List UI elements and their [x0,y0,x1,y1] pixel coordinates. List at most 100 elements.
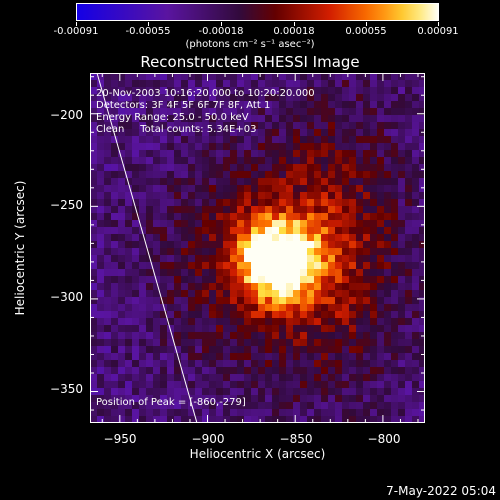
heatmap-cell [244,87,251,94]
heatmap-cell [146,395,153,402]
heatmap-cell [335,157,342,164]
heatmap-cell [342,311,349,318]
heatmap-cell [153,346,160,353]
heatmap-cell [118,213,125,220]
heatmap-cell [230,101,237,108]
heatmap-cell [293,339,300,346]
heatmap-cell [216,388,223,395]
heatmap-cell [349,101,356,108]
heatmap-cell [125,311,132,318]
heatmap-cell [265,143,272,150]
heatmap-cell [167,227,174,234]
heatmap-cell [230,360,237,367]
heatmap-cell [188,227,195,234]
heatmap-cell [230,374,237,381]
heatmap-cell [363,304,370,311]
heatmap-cell [216,129,223,136]
heatmap-cell [251,227,258,234]
heatmap-cell [237,136,244,143]
heatmap-cell [314,353,321,360]
heatmap-cell [153,143,160,150]
heatmap-cell [216,122,223,129]
heatmap-cell [258,409,265,416]
heatmap-cell [356,360,363,367]
heatmap-cell [104,234,111,241]
heatmap-cell [118,115,125,122]
heatmap-cell [146,402,153,409]
heatmap-cell [412,388,419,395]
heatmap-cell [251,234,258,241]
heatmap-cell [160,360,167,367]
heatmap-cell [223,234,230,241]
heatmap-cell [398,304,405,311]
heatmap-cell [139,115,146,122]
heatmap-cell [272,94,279,101]
heatmap-cell [384,101,391,108]
heatmap-cell [244,178,251,185]
heatmap-cell [244,157,251,164]
heatmap-cell [314,290,321,297]
heatmap-cell [265,332,272,339]
heatmap-cell [97,381,104,388]
heatmap-cell [377,178,384,185]
heatmap-cell [97,360,104,367]
heatmap-cell [244,108,251,115]
heatmap-cell [286,325,293,332]
heatmap-cell [230,136,237,143]
heatmap-cell [412,339,419,346]
heatmap-cell [286,129,293,136]
heatmap-cell [118,143,125,150]
heatmap-cell [321,178,328,185]
heatmap-cell [419,276,425,283]
heatmap-cell [398,346,405,353]
heatmap-cell [398,388,405,395]
heatmap-cell [237,374,244,381]
heatmap-cell [398,416,405,423]
heatmap-cell [314,122,321,129]
heatmap-cell [174,262,181,269]
heatmap-cell [349,115,356,122]
heatmap-cell [286,269,293,276]
heatmap-cell [293,108,300,115]
heatmap-cell [419,108,425,115]
heatmap-cell [132,164,139,171]
heatmap-cell [104,115,111,122]
heatmap-cell [307,80,314,87]
heatmap-cell [97,143,104,150]
heatmap-cell [286,164,293,171]
heatmap-cell [237,311,244,318]
heatmap-cell [349,276,356,283]
heatmap-cell [342,220,349,227]
heatmap-cell [377,395,384,402]
heatmap-cell [188,108,195,115]
heatmap-cell [356,80,363,87]
heatmap-cell [328,234,335,241]
heatmap-cell [419,199,425,206]
heatmap-cell [307,297,314,304]
heatmap-cell [405,374,412,381]
heatmap-cell [167,213,174,220]
heatmap-cell [230,395,237,402]
heatmap-cell [419,94,425,101]
heatmap-cell [307,255,314,262]
heatmap-cell [398,276,405,283]
heatmap-cell [405,255,412,262]
heatmap-cell [349,157,356,164]
heatmap-cell [349,80,356,87]
heatmap-cell [118,101,125,108]
chart-title: Reconstructed RHESSI Image [140,53,360,71]
heatmap-cell [370,353,377,360]
heatmap-cell [202,94,209,101]
heatmap-cell [153,164,160,171]
heatmap-cell [125,290,132,297]
heatmap-cell [377,206,384,213]
heatmap-cell [328,367,335,374]
heatmap-cell [125,171,132,178]
heatmap-cell [342,339,349,346]
heatmap-cell [174,269,181,276]
heatmap-cell [286,108,293,115]
heatmap-cell [251,157,258,164]
heatmap-cell [265,192,272,199]
heatmap-cell [391,94,398,101]
heatmap-cell [328,129,335,136]
